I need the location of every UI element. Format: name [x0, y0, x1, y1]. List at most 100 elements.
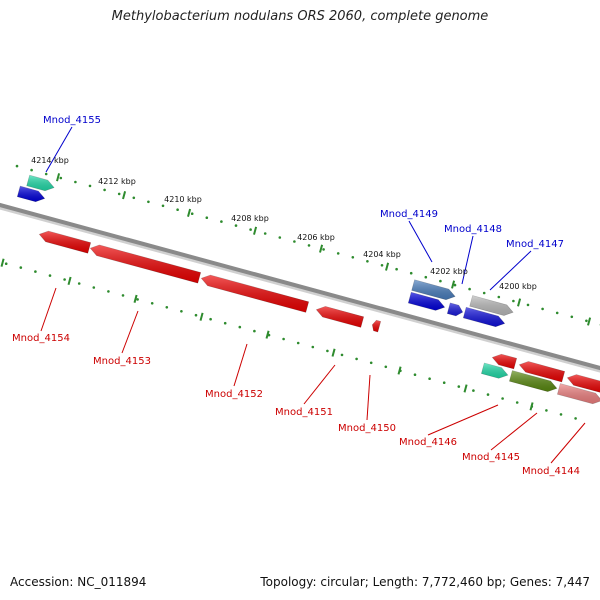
- topology-summary-text: Topology: circular; Length: 7,772,460 bp…: [260, 575, 590, 589]
- gene-Mnod_4145-shade: [519, 361, 565, 382]
- minor-tick: [311, 345, 315, 349]
- gene-Mnod_4146-shade: [492, 354, 517, 369]
- minor-tick: [369, 361, 373, 365]
- pink-feature-shade: [557, 383, 600, 404]
- major-tick: [265, 330, 270, 339]
- minor-tick: [409, 271, 413, 275]
- leader-Mnod_4144: [550, 422, 586, 464]
- leader-Mnod_4147: [489, 250, 532, 291]
- scale-label: 4208 kbp: [231, 214, 269, 223]
- label-Mnod_4155: Mnod_4155: [43, 115, 101, 126]
- gene-Mnod_4155-shade: [17, 186, 45, 202]
- major-tick: [133, 294, 138, 303]
- minor-tick: [351, 255, 355, 259]
- minor-tick: [395, 267, 398, 271]
- major-tick: [199, 312, 204, 321]
- scale-label: 4214 kbp: [31, 156, 69, 165]
- major-tick: [122, 191, 127, 200]
- leader-Mnod_4148: [461, 235, 474, 285]
- minor-tick: [326, 349, 329, 353]
- accession-text: Accession: NC_011894: [10, 575, 147, 589]
- scale-label: 4212 kbp: [98, 177, 136, 186]
- minor-tick: [176, 208, 179, 211]
- label-Mnod_4147: Mnod_4147: [506, 239, 564, 250]
- teal-feature-bottom-shade: [481, 363, 508, 379]
- minor-tick: [249, 228, 252, 231]
- minor-tick: [59, 176, 63, 180]
- minor-tick: [570, 315, 574, 319]
- minor-tick: [384, 365, 388, 369]
- minor-tick: [48, 274, 52, 277]
- leader-Mnod_4153: [121, 310, 139, 354]
- minor-tick: [136, 298, 139, 301]
- label-Mnod_4146: Mnod_4146: [399, 437, 457, 448]
- minor-tick: [30, 168, 33, 172]
- inner-scale-ticks: [0, 258, 577, 420]
- major-tick: [451, 280, 456, 289]
- minor-tick: [512, 299, 515, 303]
- scale-labels: 4214 kbp 4212 kbp 4210 kbp 4208 kbp 4206 kbp…: [31, 156, 537, 291]
- minor-tick: [442, 381, 446, 385]
- minor-tick: [380, 264, 384, 267]
- minor-tick: [336, 252, 340, 255]
- minor-tick: [223, 321, 227, 325]
- minor-tick: [545, 409, 548, 412]
- scale-label: 4200 kbp: [499, 282, 537, 291]
- minor-tick: [307, 244, 311, 247]
- major-tick: [463, 384, 468, 393]
- minor-tick: [424, 275, 428, 279]
- minor-tick: [486, 393, 490, 396]
- leader-Mnod_4152: [233, 343, 248, 387]
- leader-Mnod_4145: [490, 412, 538, 451]
- minor-tick: [263, 232, 267, 235]
- minor-tick: [574, 417, 577, 420]
- label-Mnod_4153: Mnod_4153: [93, 356, 151, 367]
- minor-tick: [15, 164, 19, 168]
- minor-tick: [253, 329, 256, 333]
- minor-tick: [77, 282, 81, 285]
- gene-labels: Mnod_4155 Mnod_4149 Mnod_4148 Mnod_4147 Mnod…: [12, 115, 580, 477]
- major-tick: [529, 402, 534, 411]
- minor-tick: [472, 389, 475, 392]
- major-tick: [331, 348, 336, 357]
- gene-Mnod_4153-shade: [90, 245, 201, 284]
- major-tick: [319, 244, 324, 253]
- minor-tick: [453, 283, 457, 287]
- minor-tick: [501, 397, 504, 400]
- minor-tick: [428, 377, 431, 381]
- minor-tick: [205, 216, 209, 219]
- gene-Mnod_4144-shade: [567, 374, 600, 393]
- minor-tick: [117, 192, 121, 196]
- teal-feature-top-shade: [26, 175, 55, 191]
- minor-tick: [585, 319, 588, 323]
- minor-tick: [132, 196, 136, 200]
- minor-tick: [220, 220, 223, 223]
- steel-blue-feature-shade: [411, 279, 456, 300]
- minor-tick: [4, 262, 8, 266]
- minor-tick: [355, 357, 358, 361]
- minor-tick: [322, 248, 325, 251]
- outer-scale-ticks: [15, 164, 600, 326]
- minor-tick: [147, 200, 150, 204]
- minor-tick: [555, 311, 559, 315]
- minor-tick: [293, 240, 296, 243]
- minor-tick: [103, 188, 106, 192]
- label-Mnod_4150: Mnod_4150: [338, 423, 396, 434]
- minor-tick: [439, 279, 442, 283]
- leader-Mnod_4154: [40, 287, 57, 332]
- minor-tick: [209, 317, 212, 321]
- label-Mnod_4145: Mnod_4145: [462, 452, 520, 463]
- label-Mnod_4144: Mnod_4144: [522, 466, 580, 477]
- backbone-line: [0, 202, 600, 371]
- label-Mnod_4149: Mnod_4149: [380, 209, 438, 220]
- minor-tick: [497, 295, 501, 299]
- leader-Mnod_4146: [427, 404, 499, 436]
- label-leader-lines: [40, 126, 586, 464]
- label-Mnod_4154: Mnod_4154: [12, 333, 70, 344]
- leader-Mnod_4151: [303, 364, 336, 405]
- minor-tick: [282, 337, 285, 341]
- major-tick: [253, 226, 258, 235]
- minor-tick: [482, 291, 486, 295]
- leader-Mnod_4150: [366, 374, 371, 421]
